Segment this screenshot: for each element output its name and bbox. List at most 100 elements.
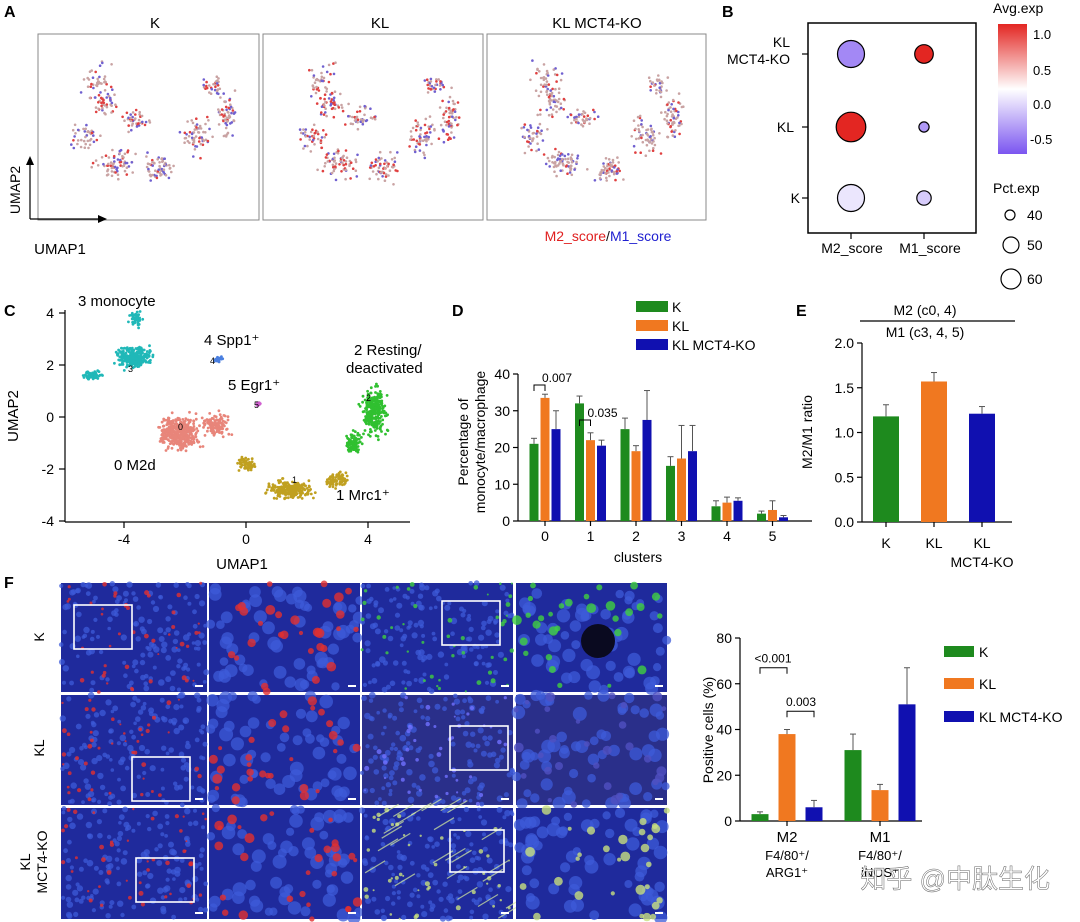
umap-a-point (546, 74, 550, 77)
umap-c-point-cluster-0 (226, 418, 230, 422)
umap-c-point-cluster-3 (84, 373, 87, 377)
umap-a-point (116, 158, 120, 161)
umap-a-point (645, 143, 649, 147)
micrograph-stain (87, 743, 93, 749)
umap-c-point-cluster-0 (218, 431, 221, 434)
micrograph-nucleus (348, 604, 357, 613)
micrograph-nucleus (548, 639, 562, 653)
micrograph-nucleus (173, 727, 180, 735)
micrograph-nucleus (319, 830, 329, 840)
umap-a-point (125, 166, 129, 169)
umap-a-point (553, 73, 557, 76)
micrograph-stain (510, 582, 513, 585)
umap-a-point (315, 102, 319, 105)
dotplot-dots (835, 39, 934, 213)
umap-a-point (216, 88, 220, 91)
umap-a-point (454, 118, 457, 122)
micrograph-nucleus (467, 759, 472, 764)
umap-a-point (200, 136, 204, 139)
micrograph-nucleus (360, 770, 364, 775)
umap-a-point (602, 168, 606, 172)
micrograph-nucleus (563, 899, 577, 913)
micrograph-nucleus (443, 908, 449, 913)
micrograph-nucleus (420, 879, 427, 886)
umap-a-point (646, 128, 650, 131)
micrograph-nucleus (200, 724, 206, 730)
umap-a-point (387, 162, 390, 166)
umap-c-point-cluster-1 (297, 489, 301, 493)
umap-c-point-cluster-2 (368, 430, 372, 434)
umap-a-point (342, 163, 346, 167)
umap-a-point (546, 71, 549, 75)
chart-f-ytick-label: 80 (716, 630, 732, 646)
micrograph-nucleus (382, 818, 389, 826)
micrograph-nucleus (302, 728, 312, 737)
umap-c-point-cluster-3 (122, 359, 126, 363)
umap-c-points (81, 310, 390, 501)
chart-f-pvalue: <0.001 (754, 652, 791, 666)
umap-c-point-cluster-1 (250, 460, 254, 464)
micrograph-nucleus (428, 753, 434, 759)
micrograph-nucleus (59, 583, 64, 589)
micrograph-nucleus (442, 706, 447, 712)
umap-a-point (206, 115, 209, 119)
micrograph-nucleus (407, 901, 413, 908)
umap-a-point (564, 165, 568, 168)
micrograph-nucleus (279, 732, 290, 743)
micrograph-nucleus (407, 620, 413, 626)
umap-a-point (103, 75, 107, 78)
micrograph-nucleus (61, 895, 66, 900)
umap-a-point (321, 169, 325, 173)
umap-c-point-cluster-0 (158, 426, 162, 429)
zoom-box (135, 857, 195, 903)
umap-c-point-cluster-0 (166, 422, 170, 426)
micrograph-nucleus (182, 717, 190, 724)
micrograph-stain (451, 702, 455, 706)
micrograph-nucleus (514, 693, 526, 705)
chart-d-ytick-label: 40 (494, 366, 510, 382)
micrograph-stain (503, 696, 507, 700)
micrograph-stain (363, 887, 369, 892)
umap-a-point (576, 154, 580, 157)
umap-a-point (314, 78, 318, 82)
micrograph-nucleus (331, 682, 340, 691)
micrograph-nucleus (90, 720, 95, 725)
umap-a-point (322, 113, 326, 116)
micrograph-nucleus (165, 676, 172, 683)
micrograph-nucleus (219, 657, 229, 666)
legend-d-k: K (672, 299, 682, 315)
umap-a-point (344, 123, 347, 126)
umap-c-point-cluster-2 (378, 392, 382, 396)
umap-c-point-cluster-1 (334, 483, 338, 487)
micrograph-stain (383, 776, 387, 780)
umap-a-point (332, 72, 336, 76)
micrograph-nucleus (463, 806, 469, 813)
micrograph-nucleus (119, 734, 127, 742)
micrograph-stain (61, 860, 66, 865)
umap-a-point (147, 170, 151, 173)
micrograph-nucleus (481, 661, 486, 666)
micrograph-nucleus (622, 665, 635, 678)
umap-c-point-cluster-0 (192, 419, 196, 423)
micrograph-nucleus (438, 896, 444, 902)
umap-c-point-cluster-3 (131, 317, 135, 321)
micrograph-nucleus (477, 897, 483, 902)
micrograph-stain (316, 643, 325, 651)
micrograph-stain (179, 829, 183, 833)
micrograph-stain (61, 701, 64, 705)
micrograph-nucleus (432, 636, 438, 642)
umap-a-point (82, 78, 86, 81)
micrograph-stain (527, 595, 534, 602)
umap-a-point (423, 135, 426, 139)
umap-a-point (425, 131, 429, 134)
micrograph-stain (238, 910, 248, 920)
umap-a-point (647, 139, 650, 142)
umap-c-point-cluster-0 (183, 440, 187, 444)
pctexp-label-60: 60 (1027, 271, 1043, 287)
umap-c-point-cluster-2 (385, 394, 389, 397)
umap-a-point (333, 156, 336, 160)
umap-c-point-cluster-2 (366, 413, 370, 417)
umap-c-point-cluster-0 (184, 449, 188, 453)
micrograph-nucleus (139, 659, 146, 666)
